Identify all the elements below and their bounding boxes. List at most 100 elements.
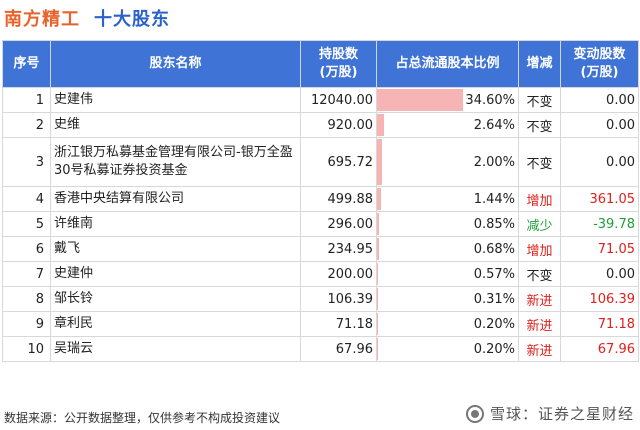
row-index: 6 [2, 236, 51, 262]
share-delta: 71.05 [560, 236, 639, 262]
ratio-cell: 0.85% [376, 211, 519, 237]
snowball-logo-icon [465, 404, 484, 423]
share-delta: 0.00 [560, 137, 639, 187]
ratio-bar [377, 188, 381, 210]
ratio-bar [377, 114, 384, 136]
row-index: 1 [2, 87, 51, 113]
col-header-name: 股东名称 [50, 40, 301, 88]
row-index: 4 [2, 186, 51, 212]
shares-held: 920.00 [300, 112, 377, 138]
table-row: 9 章利民 71.18 0.20% 新进 71.18 [2, 311, 639, 337]
row-index: 7 [2, 261, 51, 287]
ratio-cell: 0.20% [376, 336, 519, 362]
row-index: 10 [2, 336, 51, 362]
change-status: 新进 [518, 286, 561, 312]
shareholder-name: 章利民 [50, 311, 301, 337]
change-status: 减少 [518, 211, 561, 237]
share-delta: -39.78 [560, 211, 639, 237]
ratio-value: 34.60% [465, 92, 515, 108]
share-delta: 71.18 [560, 311, 639, 337]
ratio-value: 0.57% [473, 266, 515, 282]
change-status: 增加 [518, 186, 561, 212]
share-delta: 67.96 [560, 336, 639, 362]
table-row: 8 邹长铃 106.39 0.31% 新进 106.39 [2, 286, 639, 312]
ratio-bar [377, 338, 378, 360]
table-header-row: 序号 股东名称 持股数 (万股) 占总流通股本比例 增减 变动股数 (万股) [2, 40, 639, 88]
table-row: 5 许维南 296.00 0.85% 减少 -39.78 [2, 211, 639, 237]
ratio-value: 0.85% [473, 216, 515, 232]
shareholder-name: 史建仲 [50, 261, 301, 287]
ratio-cell: 0.68% [376, 236, 519, 262]
ratio-cell: 2.64% [376, 112, 519, 138]
shareholder-name: 许维南 [50, 211, 301, 237]
ratio-cell: 1.44% [376, 186, 519, 212]
title-bar: 南方精工 十大股东 [4, 4, 170, 32]
shareholder-name: 史维 [50, 112, 301, 138]
col-header-ratio: 占总流通股本比例 [376, 40, 519, 88]
col-header-change: 增减 [518, 40, 561, 88]
table-row: 10 吴瑞云 67.96 0.20% 新进 67.96 [2, 336, 639, 362]
table-row: 1 史建伟 12040.00 34.60% 不变 0.00 [2, 87, 639, 113]
shareholder-table: 序号 股东名称 持股数 (万股) 占总流通股本比例 增减 变动股数 (万股) 1 史建… [2, 40, 639, 362]
page-title: 十大股东 [94, 9, 170, 30]
ratio-value: 0.20% [473, 341, 515, 357]
data-source-note: 数据来源：公开数据整理，仅供参考不构成投资建议 [4, 411, 281, 425]
ratio-value: 2.00% [473, 154, 515, 170]
ratio-cell: 0.31% [376, 286, 519, 312]
ratio-value: 0.68% [473, 241, 515, 257]
share-delta: 0.00 [560, 112, 639, 138]
ratio-bar [377, 313, 378, 335]
row-index: 2 [2, 112, 51, 138]
shareholder-name: 邹长铃 [50, 286, 301, 312]
col-header-shares: 持股数 (万股) [300, 40, 377, 88]
ratio-cell: 34.60% [376, 87, 519, 113]
change-status: 新进 [518, 311, 561, 337]
change-status: 不变 [518, 137, 561, 187]
ratio-value: 0.31% [473, 291, 515, 307]
ratio-bar [377, 238, 379, 260]
table-body: 1 史建伟 12040.00 34.60% 不变 0.00 2 史维 920.00 2.64% 不变… [2, 87, 639, 362]
table-row: 4 香港中央结算有限公司 499.88 1.44% 增加 361.05 [2, 186, 639, 212]
share-delta: 106.39 [560, 286, 639, 312]
row-index: 3 [2, 137, 51, 187]
shares-held: 296.00 [300, 211, 377, 237]
ratio-value: 1.44% [473, 191, 515, 207]
shareholder-name: 香港中央结算有限公司 [50, 186, 301, 212]
row-index: 5 [2, 211, 51, 237]
table-row: 2 史维 920.00 2.64% 不变 0.00 [2, 112, 639, 138]
change-status: 增加 [518, 236, 561, 262]
share-delta: 0.00 [560, 87, 639, 113]
col-header-index: 序号 [2, 40, 51, 88]
shares-held: 71.18 [300, 311, 377, 337]
ratio-cell: 0.57% [376, 261, 519, 287]
company-name: 南方精工 [4, 9, 80, 30]
change-status: 不变 [518, 261, 561, 287]
ratio-bar [377, 288, 378, 310]
shares-held: 106.39 [300, 286, 377, 312]
shareholder-name: 吴瑞云 [50, 336, 301, 362]
ratio-bar [377, 263, 379, 285]
shares-held: 499.88 [300, 186, 377, 212]
table-row: 7 史建仲 200.00 0.57% 不变 0.00 [2, 261, 639, 287]
table-row: 3 浙江银万私募基金管理有限公司-银万全盈30号私募证券投资基金 695.72 2.0… [2, 137, 639, 187]
ratio-cell: 2.00% [376, 137, 519, 187]
row-index: 8 [2, 286, 51, 312]
shares-held: 234.95 [300, 236, 377, 262]
shareholder-name: 史建伟 [50, 87, 301, 113]
ratio-cell: 0.20% [376, 311, 519, 337]
ratio-bar [377, 139, 382, 185]
ratio-bar [377, 89, 464, 111]
change-status: 新进 [518, 336, 561, 362]
shares-held: 200.00 [300, 261, 377, 287]
ratio-value: 2.64% [473, 117, 515, 133]
shares-held: 67.96 [300, 336, 377, 362]
col-header-delta: 变动股数 (万股) [560, 40, 639, 88]
change-status: 不变 [518, 87, 561, 113]
share-delta: 361.05 [560, 186, 639, 212]
shares-held: 12040.00 [300, 87, 377, 113]
brand-text: 雪球：证券之星财经 [489, 405, 634, 423]
change-status: 不变 [518, 112, 561, 138]
row-index: 9 [2, 311, 51, 337]
ratio-value: 0.20% [473, 316, 515, 332]
shareholder-name: 戴飞 [50, 236, 301, 262]
